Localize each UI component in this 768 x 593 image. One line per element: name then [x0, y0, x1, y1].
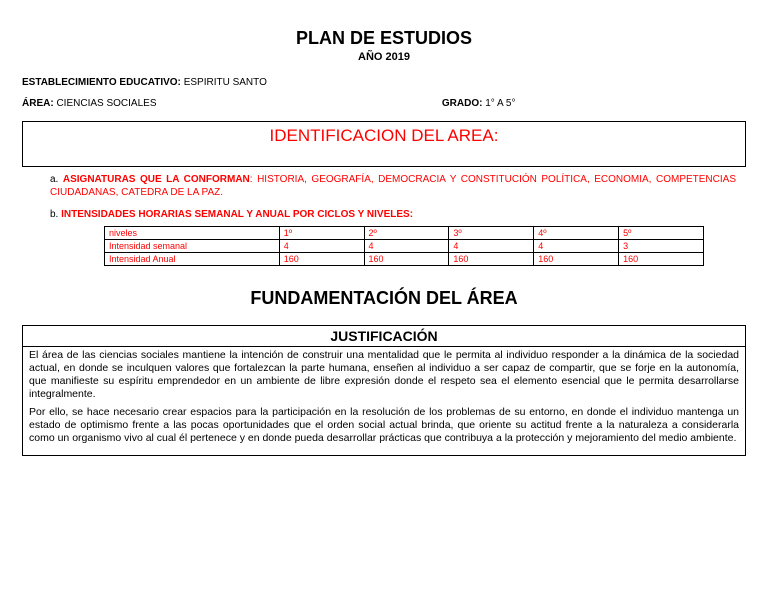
- table-cell: 5º: [619, 227, 704, 240]
- table-cell: 4: [364, 240, 449, 253]
- justificacion-body: El área de las ciencias sociales mantien…: [23, 347, 745, 455]
- table-cell: 3: [619, 240, 704, 253]
- establecimiento-value: ESPIRITU SANTO: [184, 77, 267, 88]
- item-b-bold: INTENSIDADES HORARIAS SEMANAL Y ANUAL PO…: [61, 209, 413, 220]
- area-value: CIENCIAS SOCIALES: [56, 98, 156, 109]
- establecimiento-row: ESTABLECIMIENTO EDUCATIVO: ESPIRITU SANT…: [22, 77, 746, 88]
- doc-year: AÑO 2019: [22, 51, 746, 63]
- table-cell: 1º: [279, 227, 364, 240]
- table-cell: 160: [279, 253, 364, 266]
- table-row: Intensidad Anual 160 160 160 160 160: [105, 253, 704, 266]
- table-cell: 3º: [449, 227, 534, 240]
- justificacion-title: JUSTIFICACIÓN: [23, 326, 745, 347]
- table-cell: 160: [534, 253, 619, 266]
- table-cell: Intensidad semanal: [105, 240, 280, 253]
- table-cell: niveles: [105, 227, 280, 240]
- item-a-bold: ASIGNATURAS QUE LA CONFORMAN: [63, 174, 250, 185]
- table-cell: 160: [364, 253, 449, 266]
- fundamentacion-title: FUNDAMENTACIÓN DEL ÁREA: [22, 288, 746, 309]
- table-cell: 2º: [364, 227, 449, 240]
- table-cell: 4: [534, 240, 619, 253]
- table-row: Intensidad semanal 4 4 4 4 3: [105, 240, 704, 253]
- area-grado-row: ÁREA: CIENCIAS SOCIALES GRADO: 1° A 5°: [22, 98, 746, 109]
- doc-title: PLAN DE ESTUDIOS: [22, 28, 746, 49]
- grado-label: GRADO:: [442, 98, 483, 109]
- item-b-prefix: b.: [50, 209, 61, 220]
- table-cell: 160: [449, 253, 534, 266]
- table-cell: 4: [449, 240, 534, 253]
- table-cell: 4: [279, 240, 364, 253]
- justificacion-p2: Por ello, se hace necesario crear espaci…: [29, 406, 739, 445]
- justificacion-p1: El área de las ciencias sociales mantien…: [29, 349, 739, 402]
- area-label: ÁREA:: [22, 98, 54, 109]
- table-row: niveles 1º 2º 3º 4º 5º: [105, 227, 704, 240]
- grado-value: 1° A 5°: [485, 98, 515, 109]
- table-cell: 160: [619, 253, 704, 266]
- identificacion-box: IDENTIFICACION DEL AREA:: [22, 121, 746, 167]
- justificacion-box: JUSTIFICACIÓN El área de las ciencias so…: [22, 325, 746, 456]
- item-a-prefix: a.: [50, 174, 63, 185]
- table-cell: 4º: [534, 227, 619, 240]
- establecimiento-label: ESTABLECIMIENTO EDUCATIVO:: [22, 77, 181, 88]
- table-cell: Intensidad Anual: [105, 253, 280, 266]
- identificacion-title: IDENTIFICACION DEL AREA:: [23, 122, 745, 148]
- asignaturas-line: a. ASIGNATURAS QUE LA CONFORMAN: HISTORI…: [50, 173, 736, 199]
- intensidades-line: b. INTENSIDADES HORARIAS SEMANAL Y ANUAL…: [50, 209, 736, 220]
- intensidades-table: niveles 1º 2º 3º 4º 5º Intensidad semana…: [104, 226, 704, 266]
